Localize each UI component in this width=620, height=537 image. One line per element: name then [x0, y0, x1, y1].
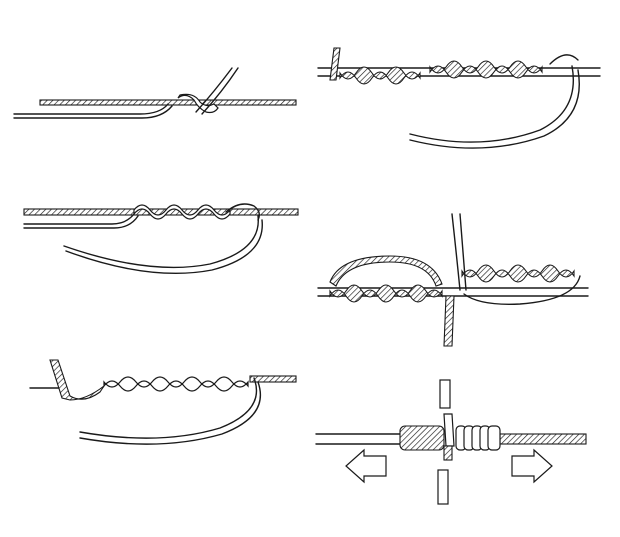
panel-step-1	[13, 67, 297, 119]
tag-loop-edge	[79, 381, 262, 445]
hatched-coil	[399, 425, 445, 451]
hatched-tag	[329, 47, 341, 81]
loop-top	[549, 54, 579, 65]
twists-left	[329, 284, 443, 303]
twists-right	[429, 60, 543, 79]
panel-step-5	[317, 213, 589, 347]
center-end	[443, 413, 455, 447]
hatched-end	[443, 295, 455, 347]
arrow-left-icon	[345, 448, 387, 484]
twists-left	[339, 66, 421, 85]
tag-loop-edge	[409, 69, 580, 149]
hatched-line	[249, 375, 297, 383]
loop-top	[225, 203, 261, 221]
standing-end	[451, 213, 461, 291]
twists-right	[461, 264, 575, 283]
bottom-end-cut	[437, 469, 449, 505]
panel-step-4	[317, 47, 601, 149]
twists	[133, 204, 231, 220]
hatched-loop	[329, 255, 443, 287]
center-end-hatched	[443, 445, 453, 461]
tag-end-edge	[201, 67, 239, 115]
panel-step-3	[29, 359, 297, 445]
hatched-tag	[49, 359, 105, 401]
plain-line-edge	[13, 105, 173, 119]
arrow-right-icon	[511, 448, 553, 484]
plain-line	[23, 213, 135, 225]
top-end-cut	[439, 379, 451, 409]
plain-line	[13, 103, 169, 115]
twists	[103, 376, 249, 392]
tag-loop	[409, 65, 574, 143]
tag-loop	[63, 215, 259, 269]
panel-step-6	[315, 379, 587, 505]
panel-step-2	[23, 203, 299, 275]
plain-line-edge	[23, 215, 139, 229]
tag-loop-edge	[65, 219, 263, 275]
white-coils	[455, 425, 501, 451]
hatched-line	[499, 433, 587, 445]
standing-end-edge	[459, 213, 467, 291]
tag-loop	[79, 377, 258, 439]
tag-end	[195, 67, 233, 113]
tag-loop	[463, 275, 581, 305]
